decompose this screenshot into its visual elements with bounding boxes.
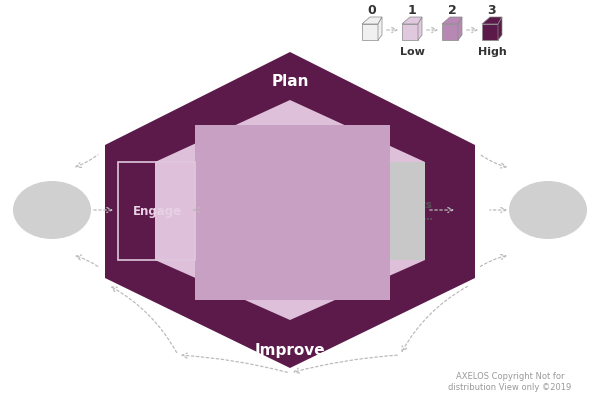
Text: 0: 0: [368, 4, 376, 17]
Polygon shape: [378, 17, 382, 40]
Polygon shape: [418, 17, 422, 40]
Polygon shape: [390, 162, 425, 260]
Polygon shape: [105, 52, 475, 368]
Polygon shape: [402, 17, 422, 24]
Polygon shape: [482, 24, 498, 40]
Polygon shape: [482, 17, 502, 24]
Polygon shape: [442, 17, 462, 24]
Polygon shape: [458, 17, 462, 40]
Polygon shape: [498, 17, 502, 40]
Text: Engage: Engage: [132, 205, 182, 217]
Polygon shape: [155, 100, 425, 320]
Text: Obtain/build: Obtain/build: [199, 249, 281, 262]
Text: Value: Value: [528, 203, 567, 217]
Text: Plan: Plan: [271, 75, 309, 90]
Polygon shape: [442, 24, 458, 40]
Polygon shape: [362, 24, 378, 40]
Ellipse shape: [509, 181, 587, 239]
Ellipse shape: [13, 181, 91, 239]
Polygon shape: [402, 24, 418, 40]
Text: Design
and transition: Design and transition: [243, 163, 341, 193]
Text: Deliver
and support: Deliver and support: [302, 240, 382, 270]
Text: Products
and ser…: Products and ser…: [382, 200, 433, 222]
Text: Demand: Demand: [26, 205, 78, 215]
Text: 2: 2: [448, 4, 456, 17]
Polygon shape: [195, 125, 390, 300]
Text: 3: 3: [487, 4, 496, 17]
Text: Improve: Improve: [255, 343, 325, 358]
Polygon shape: [362, 17, 382, 24]
Text: 1: 1: [407, 4, 416, 17]
Text: Low: Low: [400, 47, 424, 57]
Text: AXELOS Copyright Not for
distribution View only ©2019: AXELOS Copyright Not for distribution Vi…: [448, 372, 572, 392]
Text: High: High: [478, 47, 507, 57]
